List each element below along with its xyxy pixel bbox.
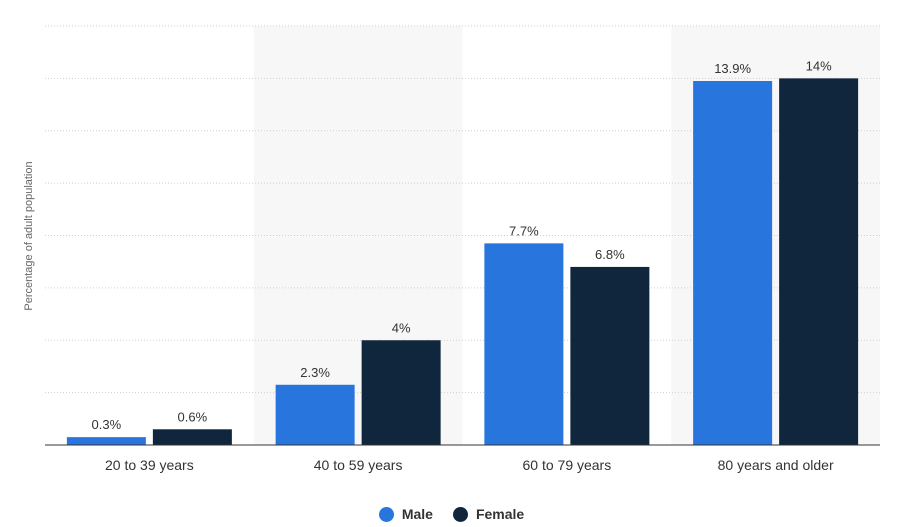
legend-label-male: Male xyxy=(401,506,433,522)
value-label: 7.7% xyxy=(509,223,539,238)
x-tick-label: 60 to 79 years xyxy=(523,457,612,473)
bars xyxy=(66,78,859,446)
bar-female xyxy=(361,340,441,445)
legend-item-male[interactable]: Male xyxy=(378,506,433,522)
value-label: 2.3% xyxy=(300,365,330,380)
value-label: 13.9% xyxy=(714,61,751,76)
bar-female xyxy=(779,78,859,445)
bar-male xyxy=(484,243,564,445)
gridlines xyxy=(45,25,880,394)
legend: Male Female xyxy=(0,506,903,522)
y-axis-label: Percentage of adult population xyxy=(23,161,35,310)
x-tick-labels: 20 to 39 years 40 to 59 years 60 to 79 yea… xyxy=(105,457,834,473)
value-label: 4% xyxy=(392,320,411,335)
legend-label-female: Female xyxy=(475,506,525,522)
bar-female xyxy=(152,429,232,445)
value-label: 14% xyxy=(806,58,832,73)
legend-marker-female xyxy=(452,506,468,522)
bar-female xyxy=(570,266,650,445)
bar-male xyxy=(275,384,355,445)
x-tick-label: 80 years and older xyxy=(718,457,834,473)
value-label: 0.3% xyxy=(92,417,122,432)
bar-male xyxy=(66,437,146,445)
value-labels: 0.3% 0.6% 2.3% 4% 7.7% 6.8% 13.9% 14% xyxy=(92,58,833,432)
x-tick-label: 40 to 59 years xyxy=(314,457,403,473)
legend-marker-male xyxy=(378,506,394,522)
bar-chart: 0.3% 0.6% 2.3% 4% 7.7% 6.8% 13.9% 14% 20 to 39 … xyxy=(23,25,880,473)
x-tick-label: 20 to 39 years xyxy=(105,457,194,473)
legend-item-female[interactable]: Female xyxy=(452,506,525,522)
value-label: 6.8% xyxy=(595,247,625,262)
bar-male xyxy=(693,80,773,446)
value-label: 0.6% xyxy=(178,409,208,424)
